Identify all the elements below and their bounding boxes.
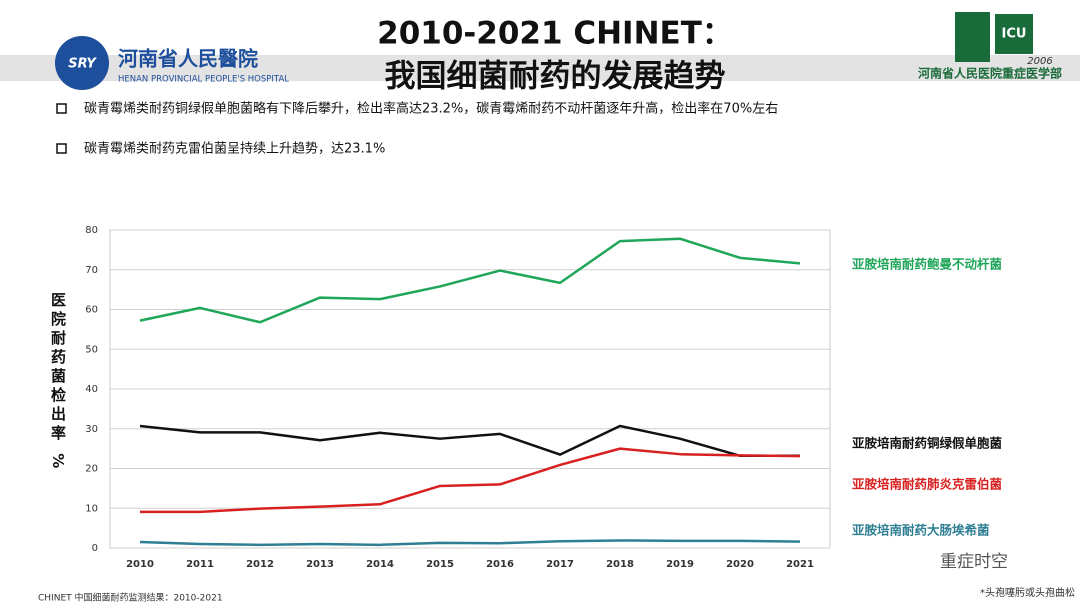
bullet: 碳青霉烯类耐药铜绿假单胞菌略有下降后攀升，检出率高达23.2%，碳青霉烯耐药不动…: [84, 101, 778, 117]
hospital-logo: [55, 36, 109, 90]
icu-logo: [995, 14, 1033, 54]
icu-badge: ICU: [1002, 27, 1027, 42]
note: *头孢噻肟或头孢曲松: [980, 586, 1075, 599]
hospital-badge: SRY: [68, 57, 97, 72]
series-line: [140, 447, 801, 514]
title: 我国细菌耐药的发展趋势: [385, 59, 726, 95]
series-line: [139, 424, 800, 458]
y-tick-label: 30: [85, 424, 98, 435]
x-tick-label: 2012: [246, 559, 274, 570]
icu-year: 2006: [1027, 56, 1052, 67]
watermark: 重症时空: [940, 552, 1008, 572]
x-tick-label: 2015: [426, 559, 454, 570]
y-tick-label: 40: [85, 384, 98, 395]
y-tick-label: 60: [85, 305, 98, 316]
y-tick-label: 80: [85, 225, 98, 236]
bullet-box: [56, 103, 67, 114]
series-label: 亚胺培南耐药鲍曼不动杆菌: [852, 257, 1003, 272]
bullet-box: [56, 143, 67, 154]
icu-building: [955, 12, 990, 62]
series-label: 亚胺培南耐药大肠埃希菌: [852, 523, 990, 538]
x-tick-label: 2014: [366, 559, 394, 570]
x-tick-label: 2010: [126, 559, 154, 570]
x-tick-label: 2018: [606, 559, 634, 570]
y-tick-label: 20: [85, 464, 98, 475]
x-tick-label: 2011: [186, 559, 214, 570]
x-tick-label: 2021: [786, 559, 814, 570]
hospital-name: 河南省人民醫院: [118, 47, 258, 71]
x-tick-label: 2017: [546, 559, 574, 570]
series-line: [139, 539, 801, 547]
y-tick-label: 10: [85, 503, 98, 514]
y-axis-label: 医院耐药菌检出率 %: [49, 292, 67, 473]
bullet: 碳青霉烯类耐药克雷伯菌呈持续上升趋势，达23.1%: [84, 141, 385, 157]
y-tick-label: 0: [92, 543, 98, 554]
icu-name: 河南省人民医院重症医学部: [917, 66, 1062, 81]
x-tick-label: 2020: [726, 559, 754, 570]
series-label: 亚胺培南耐药肺炎克雷伯菌: [852, 477, 1003, 492]
x-tick-label: 2013: [306, 559, 334, 570]
x-tick-label: 2019: [666, 559, 694, 570]
header-band: [0, 55, 1080, 81]
hospital-name-en: HENAN PROVINCIAL PEOPLE'S HOSPITAL: [118, 75, 289, 85]
title: 2010-2021 CHINET：: [377, 16, 733, 52]
x-tick-label: 2016: [486, 559, 514, 570]
series-label: 亚胺培南耐药铜绿假单胞菌: [852, 436, 1003, 451]
y-tick-label: 70: [85, 265, 98, 276]
y-tick-label: 50: [85, 344, 98, 355]
source: CHINET 中国细菌耐药监测结果：2010-2021: [38, 592, 223, 604]
series-line: [139, 237, 801, 324]
